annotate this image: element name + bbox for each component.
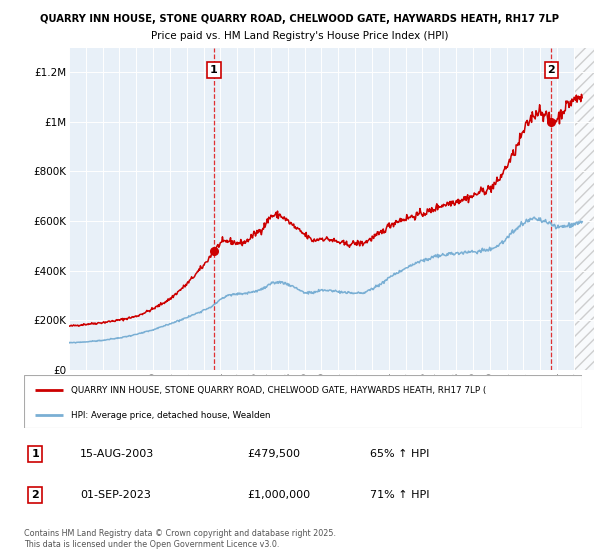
FancyBboxPatch shape: [24, 375, 582, 428]
Text: 01-SEP-2023: 01-SEP-2023: [80, 490, 151, 500]
Text: 15-AUG-2003: 15-AUG-2003: [80, 449, 154, 459]
Text: 71% ↑ HPI: 71% ↑ HPI: [370, 490, 430, 500]
Text: 2: 2: [31, 490, 39, 500]
Text: 1: 1: [31, 449, 39, 459]
Text: Contains HM Land Registry data © Crown copyright and database right 2025.
This d: Contains HM Land Registry data © Crown c…: [24, 529, 336, 549]
Text: 65% ↑ HPI: 65% ↑ HPI: [370, 449, 430, 459]
Bar: [574, 48, 594, 370]
Text: HPI: Average price, detached house, Wealden: HPI: Average price, detached house, Weal…: [71, 410, 271, 419]
Text: QUARRY INN HOUSE, STONE QUARRY ROAD, CHELWOOD GATE, HAYWARDS HEATH, RH17 7LP (: QUARRY INN HOUSE, STONE QUARRY ROAD, CHE…: [71, 386, 487, 395]
Text: £1,000,000: £1,000,000: [247, 490, 310, 500]
Text: Price paid vs. HM Land Registry's House Price Index (HPI): Price paid vs. HM Land Registry's House …: [151, 31, 449, 41]
Text: QUARRY INN HOUSE, STONE QUARRY ROAD, CHELWOOD GATE, HAYWARDS HEATH, RH17 7LP: QUARRY INN HOUSE, STONE QUARRY ROAD, CHE…: [41, 14, 560, 24]
Text: 2: 2: [548, 65, 556, 75]
Text: 1: 1: [210, 65, 218, 75]
Text: £479,500: £479,500: [247, 449, 300, 459]
